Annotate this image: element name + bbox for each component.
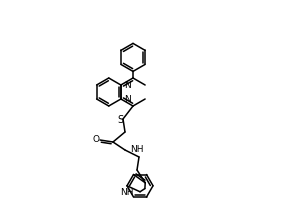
Text: NH: NH	[121, 188, 134, 197]
Text: NH: NH	[130, 146, 143, 154]
Text: S: S	[117, 115, 123, 125]
Text: O: O	[92, 135, 100, 144]
Text: N: N	[124, 95, 130, 104]
Text: N: N	[124, 80, 130, 90]
